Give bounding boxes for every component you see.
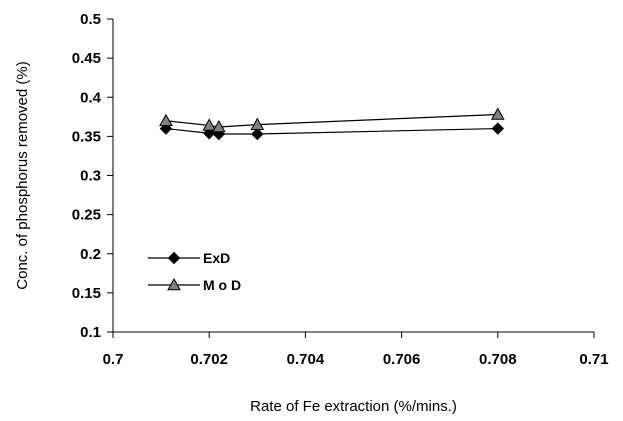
data-point-triangle [250,117,265,130]
legend-item: M o D [148,277,241,293]
data-point-diamond [251,127,264,141]
data-point-triangle [202,118,217,131]
series-layer [159,107,505,141]
y-axis-title: Conc. of phosphorus removed (%) [14,61,31,289]
y-tick-label: 0.1 [80,324,101,341]
legend-label: ExD [203,250,230,266]
x-tick-label: 0.71 [579,351,608,368]
y-tick-label: 0.4 [80,89,102,106]
data-point-triangle [211,119,226,133]
y-tick-label: 0.5 [80,11,101,28]
data-point-diamond [491,122,505,135]
x-tick-label: 0.702 [190,351,228,368]
x-tick-label: 0.7 [103,351,124,368]
y-tick-label: 0.35 [72,128,101,145]
y-tick-label: 0.15 [72,285,101,302]
y-axis-ticks: 0.1 0.15 0.2 0.25 0.3 0.35 0.4 0.45 0.5 [72,11,113,341]
x-axis-title: Rate of Fe extraction (%/mins.) [250,398,457,415]
y-tick-label: 0.25 [72,207,101,224]
legend: ExD M o D [148,250,241,293]
y-tick-label: 0.2 [80,246,101,263]
x-tick-label: 0.706 [383,351,421,368]
legend-item: ExD [148,250,230,266]
data-point-triangle [167,277,181,291]
x-tick-label: 0.708 [479,351,517,368]
x-axis-ticks: 0.7 0.702 0.704 0.706 0.708 0.71 [103,332,609,368]
series-line [165,113,498,128]
series-mod [159,107,505,133]
data-point-diamond [167,251,181,265]
x-tick-label: 0.704 [287,351,325,368]
y-tick-label: 0.3 [80,168,101,185]
data-point-triangle [159,113,173,127]
y-tick-label: 0.45 [72,50,101,67]
data-point-triangle [490,107,505,120]
legend-label: M o D [203,277,241,293]
